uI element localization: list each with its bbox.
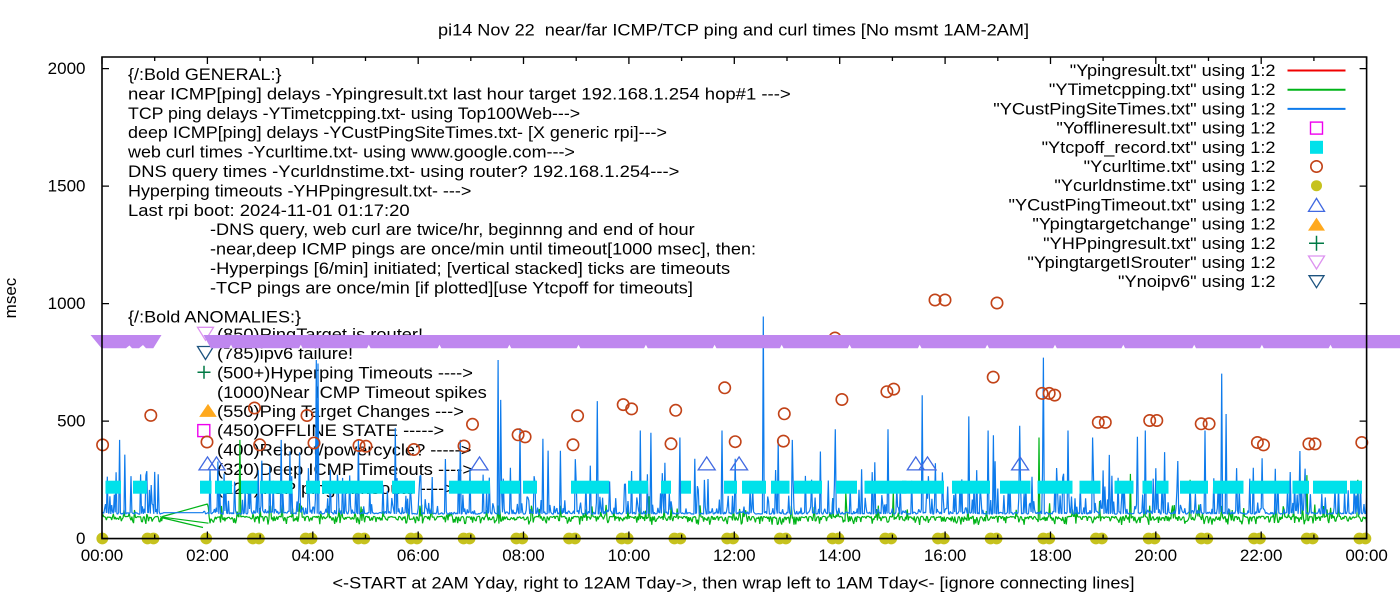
svg-text:500: 500 — [57, 412, 85, 431]
svg-text:12:00: 12:00 — [713, 546, 756, 565]
svg-text:16:00: 16:00 — [924, 546, 967, 565]
svg-text:08:00: 08:00 — [502, 546, 545, 565]
svg-text:"Ycurltime.txt" using 1:2: "Ycurltime.txt" using 1:2 — [1084, 157, 1276, 176]
svg-text:deep ICMP[ping] delays -YCustP: deep ICMP[ping] delays -YCustPingSiteTim… — [128, 123, 667, 142]
svg-text:-near,deep ICMP pings are once: -near,deep ICMP pings are once/min until… — [210, 240, 756, 259]
svg-text:"Ynoipv6" using 1:2: "Ynoipv6" using 1:2 — [1118, 272, 1276, 291]
svg-text:"YTimetcpping.txt" using 1:2: "YTimetcpping.txt" using 1:2 — [1049, 80, 1276, 99]
svg-text:0: 0 — [76, 529, 85, 548]
svg-text:(500+)Hyperping Timeouts ---->: (500+)Hyperping Timeouts ----> — [217, 364, 473, 383]
svg-text:10:00: 10:00 — [608, 546, 651, 565]
svg-text:04:00: 04:00 — [292, 546, 335, 565]
svg-text:02:00: 02:00 — [186, 546, 229, 565]
svg-text:TCP ping delays -YTimetcpping.: TCP ping delays -YTimetcpping.txt- using… — [128, 104, 580, 123]
svg-text:(1000)Near ICMP Timeout spikes: (1000)Near ICMP Timeout spikes — [217, 383, 487, 402]
svg-text:14:00: 14:00 — [818, 546, 861, 565]
svg-text:"YpingtargetISrouter" using 1:: "YpingtargetISrouter" using 1:2 — [1027, 253, 1275, 272]
svg-text:1000: 1000 — [48, 294, 86, 313]
svg-text:pi14 Nov 22 near/far ICMP/TCP: pi14 Nov 22 near/far ICMP/TCP ping and c… — [438, 20, 1029, 39]
svg-text:(550)Ping Target Changes --->: (550)Ping Target Changes ---> — [217, 402, 464, 421]
svg-text:"Ytcpoff_record.txt" using 1:2: "Ytcpoff_record.txt" using 1:2 — [1042, 138, 1276, 157]
svg-text:-Hyperpings [6/min] initiated;: -Hyperpings [6/min] initiated; [vertical… — [210, 259, 730, 278]
svg-text:(785)ipv6 failure!: (785)ipv6 failure! — [217, 344, 353, 363]
svg-text:Hyperping timeouts -YHPpingres: Hyperping timeouts -YHPpingresult.txt- -… — [128, 181, 471, 200]
svg-text:DNS query times -Ycurldnstime.: DNS query times -Ycurldnstime.txt- using… — [128, 162, 679, 181]
svg-text:1500: 1500 — [48, 177, 86, 196]
svg-text:(400)Reboot/powercycle? ----->: (400)Reboot/powercycle? -----> — [217, 441, 471, 460]
svg-text:"YCustPingTimeout.txt" using 1: "YCustPingTimeout.txt" using 1:2 — [1009, 195, 1276, 214]
svg-text:"Ycurldnstime.txt" using 1:2: "Ycurldnstime.txt" using 1:2 — [1054, 176, 1275, 195]
svg-text:"Ypingresult.txt" using 1:2: "Ypingresult.txt" using 1:2 — [1070, 61, 1276, 80]
svg-text:(320)Deep ICMP Timeouts ---->: (320)Deep ICMP Timeouts ----> — [217, 460, 473, 479]
svg-text:{/:Bold ANOMALIES:}: {/:Bold ANOMALIES:} — [128, 308, 301, 327]
svg-text:2000: 2000 — [48, 59, 86, 78]
svg-text:Last rpi boot: 2024-11-01 01:1: Last rpi boot: 2024-11-01 01:17:20 — [128, 201, 410, 220]
svg-text:-DNS query, web curl are twice: -DNS query, web curl are twice/hr, begin… — [210, 220, 695, 239]
svg-text:20:00: 20:00 — [1135, 546, 1178, 565]
svg-text:(450)OFFLINE STATE ----->: (450)OFFLINE STATE -----> — [217, 421, 444, 440]
svg-text:msec: msec — [1, 277, 20, 318]
svg-text:00:00: 00:00 — [81, 546, 124, 565]
svg-text:00:00: 00:00 — [1345, 546, 1388, 565]
svg-text:06:00: 06:00 — [397, 546, 440, 565]
svg-text:"Yofflineresult.txt" using 1:2: "Yofflineresult.txt" using 1:2 — [1056, 119, 1275, 138]
svg-text:near ICMP[ping] delays -Ypingr: near ICMP[ping] delays -Ypingresult.txt … — [128, 84, 791, 103]
svg-text:-TCP pings are once/min [if pl: -TCP pings are once/min [if plotted][use… — [210, 278, 693, 297]
svg-text:"YCustPingSiteTimes.txt" using: "YCustPingSiteTimes.txt" using 1:2 — [993, 99, 1275, 118]
svg-text:18:00: 18:00 — [1029, 546, 1072, 565]
svg-text:web curl times -Ycurltime.txt-: web curl times -Ycurltime.txt- using www… — [127, 143, 575, 162]
svg-text:"YHPpingresult.txt" using 1:2: "YHPpingresult.txt" using 1:2 — [1043, 234, 1275, 253]
svg-text:<-START at 2AM Yday, right to: <-START at 2AM Yday, right to 12AM Tday-… — [333, 573, 1135, 592]
svg-text:22:00: 22:00 — [1240, 546, 1283, 565]
svg-text:"Ypingtargetchange" using 1:2: "Ypingtargetchange" using 1:2 — [1032, 215, 1275, 234]
svg-text:{/:Bold GENERAL:}: {/:Bold GENERAL:} — [128, 65, 282, 84]
